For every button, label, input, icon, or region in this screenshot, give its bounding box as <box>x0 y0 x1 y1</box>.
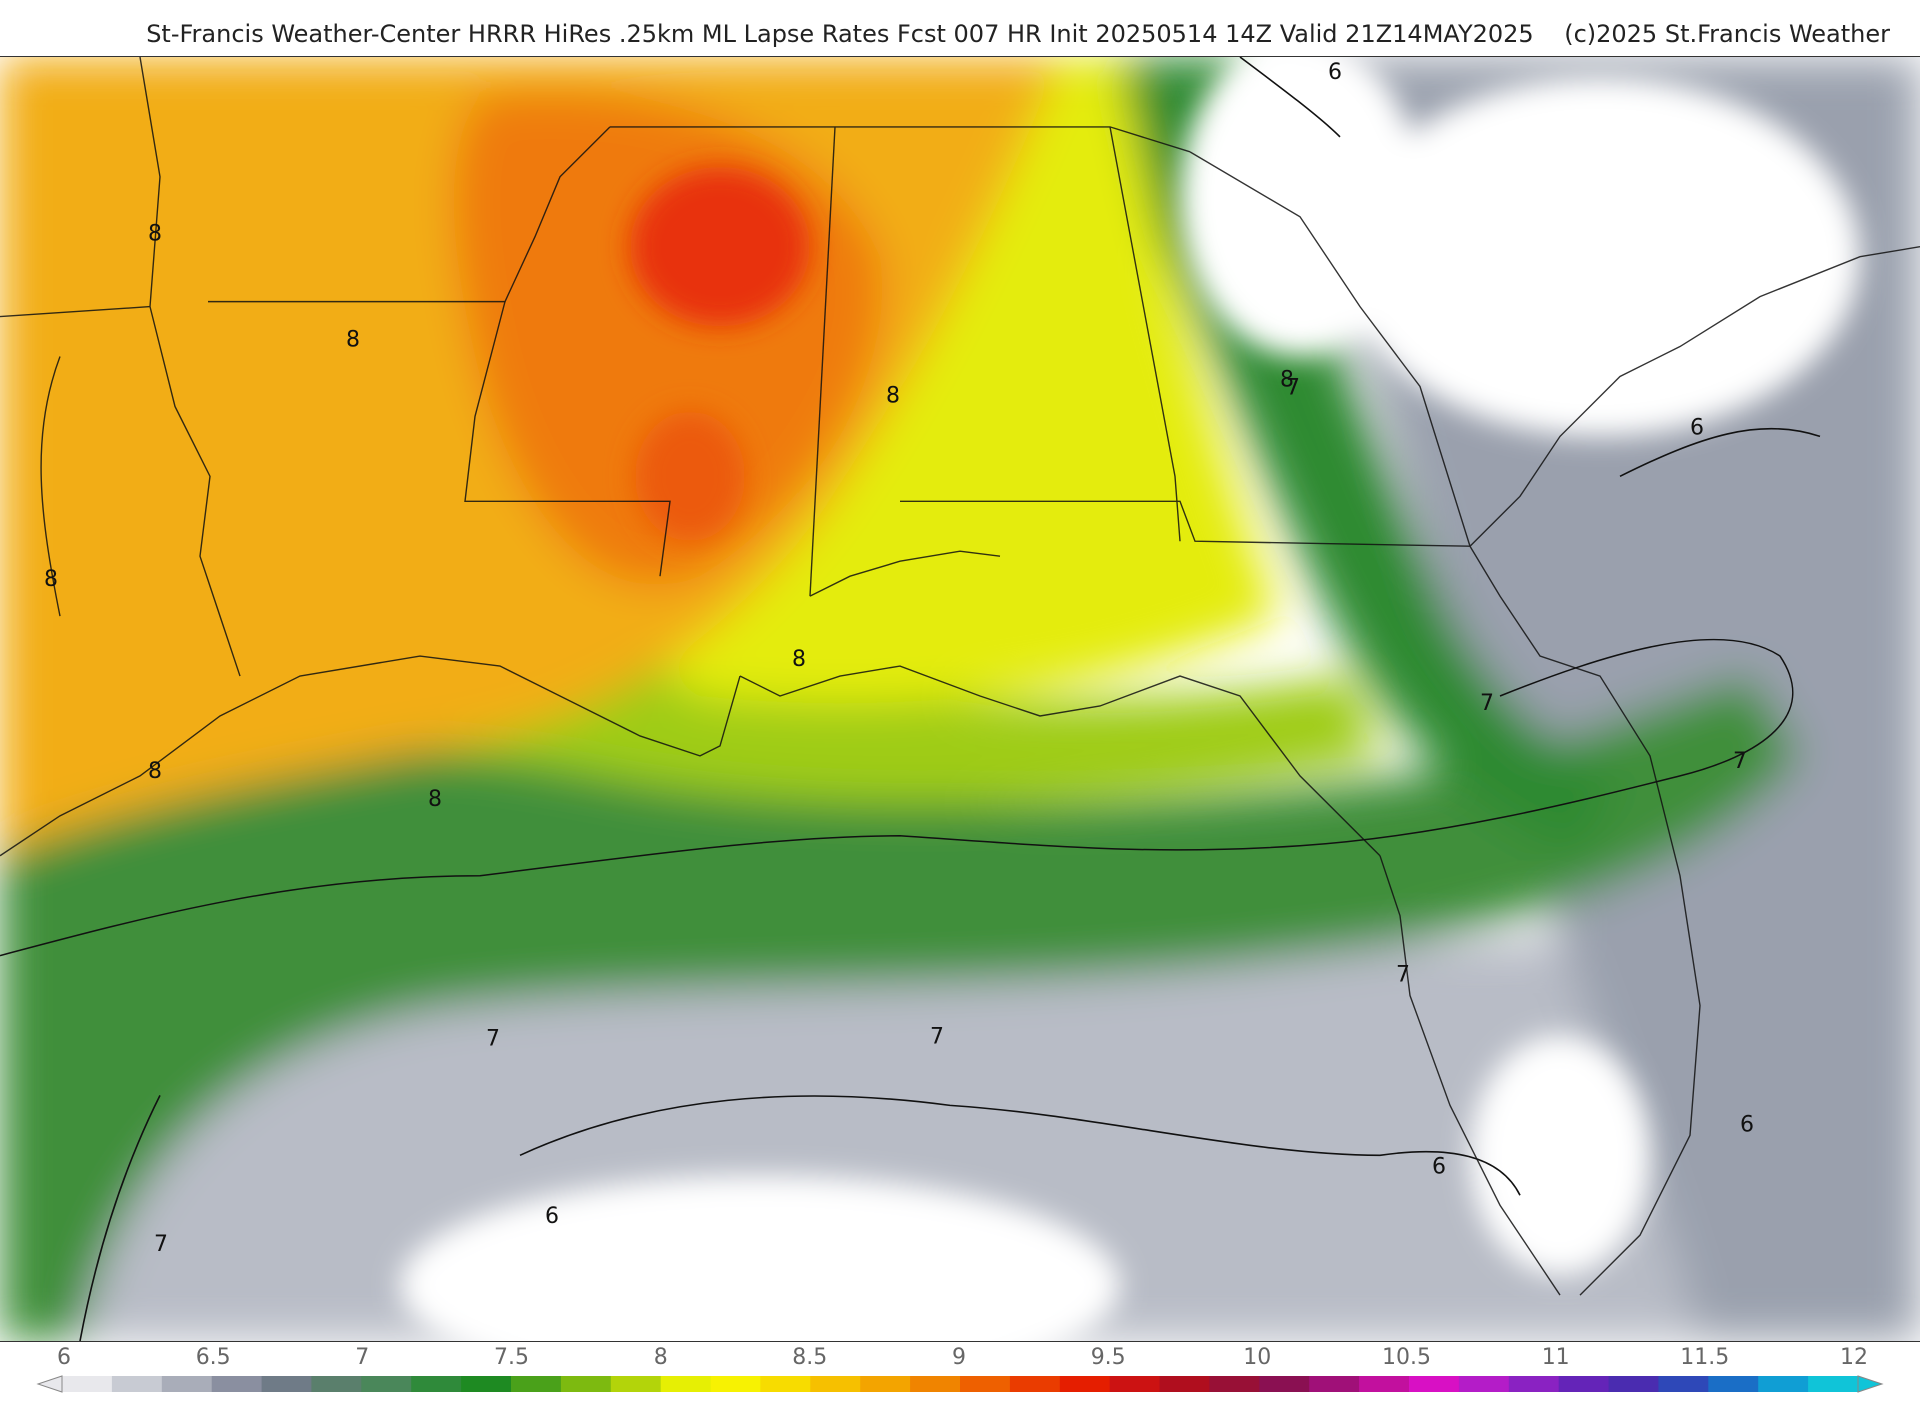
contour-lines <box>0 57 1821 1341</box>
colorbar-swatch <box>361 1376 412 1392</box>
colorbar-tick-label: 8 <box>654 1345 668 1370</box>
colorbar-ticks: 6 6.5 7 7.5 8 8.5 9 9.5 10 10.5 11 11.5 12 <box>57 1345 1868 1370</box>
colorbar-swatch <box>1359 1376 1410 1392</box>
colorbar-swatch <box>610 1376 662 1392</box>
colorbar-swatch <box>461 1376 512 1392</box>
colorbar-swatches <box>62 1376 1859 1392</box>
colorbar-tick-label: 7 <box>355 1345 369 1370</box>
map-canvas: 8 8 8 8 8 8 8 8 7 7 7 7 7 7 7 6 6 6 6 6 <box>0 57 1920 1341</box>
contour-label: 8 <box>148 222 162 247</box>
contour-label: 6 <box>1690 415 1704 440</box>
contour-label: 7 <box>930 1024 944 1049</box>
colorbar-swatch <box>1059 1376 1111 1392</box>
contour-label: 7 <box>1733 749 1747 774</box>
colorbar-swatch <box>161 1376 213 1392</box>
colorbar-swatch <box>261 1376 313 1392</box>
contour-label: 7 <box>1396 963 1410 988</box>
colorbar-swatch <box>1458 1376 1510 1392</box>
contour-label-group: 8 8 8 8 8 8 8 8 7 7 7 7 7 7 7 6 6 6 6 6 <box>44 60 1754 1257</box>
contour-label: 7 <box>1480 691 1494 716</box>
colorbar-svg: 6 6.5 7 7.5 8 8.5 9 9.5 10 10.5 11 11.5 12 <box>36 1345 1884 1393</box>
colorbar-swatch <box>1309 1376 1360 1392</box>
colorbar-tick-label: 6 <box>57 1345 71 1370</box>
copyright-text: (c)2025 St.Francis Weather <box>1564 20 1890 48</box>
colorbar-swatch <box>1109 1376 1161 1392</box>
contour-label: 7 <box>154 1232 168 1257</box>
colorbar-tick-label: 12 <box>1840 1345 1868 1370</box>
colorbar-tick-label: 7.5 <box>494 1345 529 1370</box>
colorbar-swatch <box>1409 1376 1460 1392</box>
colorbar-tick-label: 9 <box>952 1345 966 1370</box>
contour-label: 8 <box>886 383 900 408</box>
colorbar-swatch <box>1608 1376 1660 1392</box>
lapse-rate-maximum <box>400 57 1860 1341</box>
colorbar-swatch <box>311 1376 362 1392</box>
colorbar-tick-label: 6.5 <box>196 1345 231 1370</box>
contour-label: 7 <box>486 1026 500 1051</box>
colorbar-swatch <box>62 1376 113 1392</box>
colorbar-swatch <box>511 1376 562 1392</box>
contour-label: 8 <box>148 759 162 784</box>
colorbar-swatch <box>710 1376 762 1392</box>
colorbar-swatch <box>1508 1376 1560 1392</box>
contour-label: 8 <box>346 328 360 353</box>
colorbar-swatch <box>1658 1376 1709 1392</box>
colorbar-swatch <box>910 1376 961 1392</box>
colorbar-swatch <box>1808 1376 1859 1392</box>
contour-label: 6 <box>1432 1154 1446 1179</box>
contour-label: 8 <box>428 787 442 812</box>
contour-label: 8 <box>792 647 806 672</box>
colorbar-swatch <box>810 1376 861 1392</box>
colorbar-tick-label: 11.5 <box>1680 1345 1729 1370</box>
colorbar-swatch <box>760 1376 811 1392</box>
map-title: St-Francis Weather-Center HRRR HiRes .25… <box>0 0 1920 56</box>
contour-label: 6 <box>1740 1112 1754 1137</box>
colorbar-swatch <box>111 1376 163 1392</box>
contour-label: 6 <box>1328 60 1342 85</box>
title-text: St-Francis Weather-Center HRRR HiRes .25… <box>146 20 1534 48</box>
colorbar-swatch <box>660 1376 712 1392</box>
colorbar-swatch <box>211 1376 263 1392</box>
colorbar-tick-label: 9.5 <box>1091 1345 1126 1370</box>
colorbar-tick-label: 8.5 <box>792 1345 827 1370</box>
colorbar-swatch <box>1558 1376 1610 1392</box>
colorbar-swatch <box>960 1376 1011 1392</box>
colorbar-swatch <box>1259 1376 1310 1392</box>
contour-label: 6 <box>545 1204 559 1229</box>
contour-label: 7 <box>1286 375 1300 400</box>
colorbar-swatch <box>860 1376 911 1392</box>
colorbar-swatch <box>1758 1376 1809 1392</box>
colorbar-swatch <box>1009 1376 1061 1392</box>
contour-label: 8 <box>1280 368 1294 393</box>
state-boundaries <box>0 57 1920 1296</box>
weather-map[interactable]: 8 8 8 8 8 8 8 8 7 7 7 7 7 7 7 6 6 6 6 6 <box>0 56 1920 1342</box>
colorbar-tick-label: 11 <box>1542 1345 1570 1370</box>
colorbar-min-arrow <box>36 1375 63 1393</box>
colorbar: 6 6.5 7 7.5 8 8.5 9 9.5 10 10.5 11 11.5 12 <box>0 1342 1920 1400</box>
colorbar-tick-label: 10 <box>1243 1345 1271 1370</box>
colorbar-tick-label: 10.5 <box>1382 1345 1431 1370</box>
colorbar-swatch <box>1159 1376 1211 1392</box>
contour-label: 8 <box>44 567 58 592</box>
colorbar-max-arrow <box>1857 1375 1884 1393</box>
colorbar-swatch <box>411 1376 462 1392</box>
colorbar-swatch <box>1209 1376 1260 1392</box>
colorbar-swatch <box>1708 1376 1759 1392</box>
colorbar-swatch <box>560 1376 612 1392</box>
